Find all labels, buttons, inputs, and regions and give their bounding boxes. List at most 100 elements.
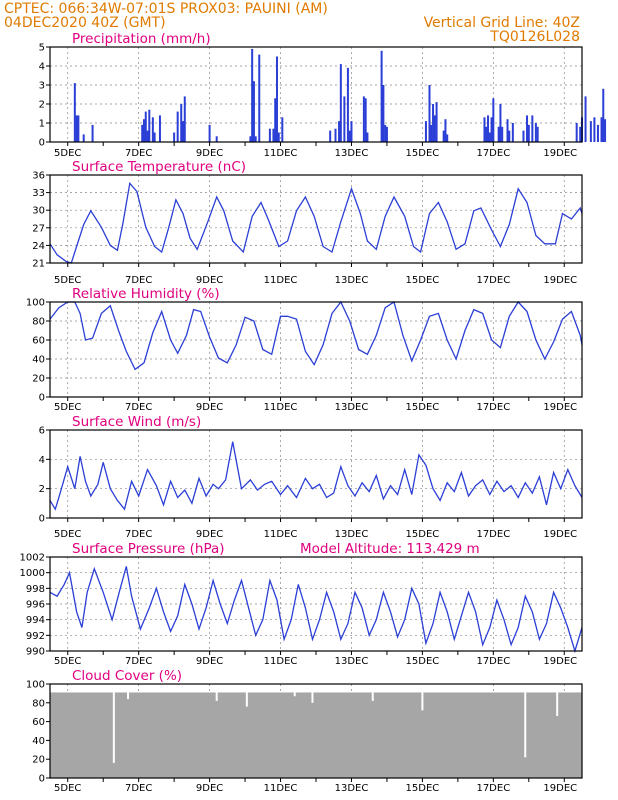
- precip-bar: [435, 102, 438, 142]
- plot-frame: [49, 174, 583, 264]
- y-tick-label: 3: [39, 81, 45, 92]
- precip-bar: [146, 130, 149, 142]
- x-tick-label: 5DEC: [54, 402, 81, 413]
- cloud-cover-dip: [293, 684, 296, 697]
- plot-frame: [49, 301, 583, 398]
- precip-bar: [82, 134, 85, 142]
- precip-bar: [183, 96, 186, 142]
- precip-bar: [182, 121, 184, 142]
- panel-title: Cloud Cover (%): [72, 668, 182, 684]
- panel-annotation: Model Altitude: 113.429 m: [300, 541, 480, 557]
- x-tick-label: 5DEC: [54, 783, 81, 794]
- precip-bar: [522, 130, 525, 142]
- x-tick-label: 7DEC: [125, 402, 152, 413]
- precip-bar: [444, 119, 447, 142]
- precip-bar: [252, 81, 255, 142]
- precip-bar: [382, 85, 385, 142]
- precip-bar: [589, 121, 592, 142]
- y-tick-label: 992: [26, 631, 45, 642]
- precip-bar: [531, 115, 534, 142]
- y-tick-label: 36: [32, 171, 45, 182]
- x-tick-label: 17DEC: [476, 529, 510, 540]
- y-tick-label: 30: [32, 206, 45, 217]
- y-tick-label: 80: [32, 317, 45, 328]
- y-tick-label: 20: [32, 755, 45, 766]
- precip-bar: [281, 117, 284, 142]
- precip-bar: [151, 117, 154, 142]
- y-tick-label: 996: [26, 600, 45, 611]
- plot-frame: [49, 429, 583, 519]
- x-tick-label: 17DEC: [476, 402, 510, 413]
- y-tick-label: 60: [32, 717, 45, 728]
- x-tick-label: 19DEC: [543, 148, 577, 159]
- cloud-cover-dip: [112, 684, 115, 763]
- x-tick-label: 13DEC: [335, 148, 369, 159]
- x-tick-label: 11DEC: [264, 783, 298, 794]
- precip-bar: [506, 119, 509, 142]
- precip-bar: [490, 117, 493, 142]
- x-tick-label: 5DEC: [54, 656, 81, 667]
- precip-bar: [446, 134, 449, 142]
- plot-frame: [49, 683, 583, 779]
- precip-bar: [575, 123, 578, 142]
- y-tick-label: 5: [39, 43, 45, 54]
- precip-bar: [258, 54, 261, 142]
- y-tick-label: 33: [32, 188, 45, 199]
- header-line2-right: Vertical Grid Line: 40Z: [424, 15, 580, 31]
- y-tick-label: 1000: [20, 568, 45, 579]
- precip-bar: [77, 115, 80, 142]
- panel-5: Surface Pressure (hPa) Model Altitude: 11…: [20, 541, 583, 667]
- cloud-cover-dip: [556, 684, 559, 716]
- precip-bar: [272, 128, 275, 142]
- precip-bar: [329, 130, 332, 142]
- y-tick-label: 2: [39, 484, 45, 495]
- precip-bar: [492, 98, 495, 142]
- precip-bar: [384, 124, 387, 142]
- x-tick-label: 9DEC: [196, 656, 223, 667]
- precip-bar: [173, 132, 176, 142]
- x-tick-label: 13DEC: [335, 656, 369, 667]
- series-line: [49, 300, 583, 371]
- y-tick-label: 994: [26, 615, 45, 626]
- x-tick-label: 5DEC: [54, 275, 81, 286]
- x-tick-label: 13DEC: [335, 529, 369, 540]
- y-tick-label: 4: [39, 62, 45, 73]
- precip-bar: [75, 115, 78, 142]
- y-tick-label: 2: [39, 100, 45, 111]
- precip-bar: [364, 98, 367, 142]
- precip-bar: [485, 126, 488, 142]
- precip-bar: [348, 130, 351, 142]
- panel-1: Precipitation (mm/h) 0 1 2 3 4 5 5DEC 7DEC 9DEC 11…: [39, 31, 607, 159]
- header-line3-right: TQ0126L028: [489, 29, 580, 45]
- x-tick-label: 13DEC: [335, 783, 369, 794]
- y-tick-label: 80: [32, 698, 45, 709]
- y-tick-label: 4: [39, 455, 45, 466]
- x-tick-label: 9DEC: [196, 402, 223, 413]
- precip-bar: [602, 88, 605, 142]
- x-tick-label: 7DEC: [125, 656, 152, 667]
- cloud-cover-dip: [127, 684, 130, 700]
- x-tick-label: 5DEC: [54, 148, 81, 159]
- y-tick-label: 100: [26, 298, 45, 309]
- y-tick-label: 6: [39, 426, 45, 437]
- header-line2-left: 04DEC2020 40Z (GMT): [4, 15, 166, 31]
- cloud-cover-dip: [421, 684, 424, 711]
- x-tick-label: 17DEC: [476, 148, 510, 159]
- precip-bar: [596, 124, 599, 142]
- precip-bar: [350, 121, 353, 142]
- x-tick-label: 13DEC: [335, 402, 369, 413]
- precip-bar: [385, 126, 388, 142]
- x-tick-label: 11DEC: [264, 529, 298, 540]
- panel-title: Surface Pressure (hPa): [72, 541, 225, 557]
- precip-bar: [141, 124, 144, 142]
- cloud-cover-dip: [215, 684, 218, 701]
- panel-title: Relative Humidity (%): [72, 286, 220, 302]
- panels: Precipitation (mm/h) 0 1 2 3 4 5 5DEC 7DEC 9DEC 11…: [20, 31, 607, 794]
- precip-bar: [430, 124, 433, 142]
- y-tick-label: 40: [32, 355, 45, 366]
- y-tick-label: 1: [39, 119, 45, 130]
- precip-bar: [593, 117, 596, 142]
- x-tick-label: 7DEC: [125, 275, 152, 286]
- x-tick-label: 11DEC: [264, 656, 298, 667]
